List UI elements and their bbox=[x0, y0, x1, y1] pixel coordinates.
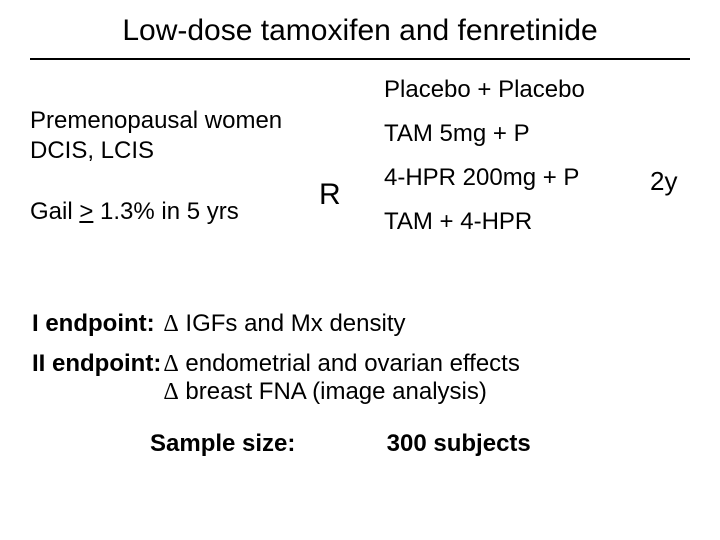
design-block: Premenopausal women DCIS, LCIS Gail > 1.… bbox=[30, 78, 690, 298]
sample-size-value: 300 subjects bbox=[387, 430, 531, 457]
endpoint1-label: I endpoint: bbox=[32, 310, 161, 338]
delta-icon: Δ bbox=[163, 311, 178, 337]
endpoint-row-2: II endpoint: Δ endometrial and ovarian e… bbox=[32, 340, 520, 406]
arm-3: 4-HPR 200mg + P bbox=[384, 166, 644, 190]
endpoint2-value: Δ endometrial and ovarian effects Δ brea… bbox=[163, 340, 520, 406]
endpoints-table: I endpoint: Δ IGFs and Mx density II end… bbox=[30, 308, 522, 408]
population-block: Premenopausal women DCIS, LCIS Gail > 1.… bbox=[30, 106, 330, 226]
arm-4: TAM + 4-HPR bbox=[384, 210, 644, 234]
arms-block: Placebo + Placebo TAM 5mg + P 4-HPR 200m… bbox=[384, 78, 644, 254]
endpoint2-text1: endometrial and ovarian effects bbox=[179, 350, 520, 377]
sample-size-label: Sample size: bbox=[150, 430, 380, 458]
arm-1: Placebo + Placebo bbox=[384, 78, 644, 102]
slide: Low-dose tamoxifen and fenretinide Preme… bbox=[0, 0, 720, 540]
gail-prefix: Gail bbox=[30, 198, 79, 225]
randomization-label: R bbox=[319, 178, 341, 212]
gail-suffix: 1.3% in 5 yrs bbox=[93, 198, 238, 225]
delta-icon: Δ bbox=[163, 379, 178, 405]
gail-symbol: > bbox=[79, 198, 93, 225]
delta-icon: Δ bbox=[163, 351, 178, 377]
arm-2: TAM 5mg + P bbox=[384, 122, 644, 146]
endpoint1-text: IGFs and Mx density bbox=[179, 310, 406, 337]
endpoint-row-1: I endpoint: Δ IGFs and Mx density bbox=[32, 310, 520, 338]
gail-criterion: Gail > 1.3% in 5 yrs bbox=[30, 198, 330, 226]
sample-size-line: Sample size: 300 subjects bbox=[30, 430, 690, 458]
endpoint2-label: II endpoint: bbox=[32, 340, 161, 406]
endpoint2-text2: breast FNA (image analysis) bbox=[179, 378, 487, 405]
slide-title: Low-dose tamoxifen and fenretinide bbox=[30, 14, 690, 48]
duration-label: 2y bbox=[650, 166, 677, 197]
population-line2: DCIS, LCIS bbox=[30, 136, 330, 166]
population-line1: Premenopausal women bbox=[30, 106, 330, 136]
endpoint1-value: Δ IGFs and Mx density bbox=[163, 310, 520, 338]
title-rule bbox=[30, 58, 690, 60]
